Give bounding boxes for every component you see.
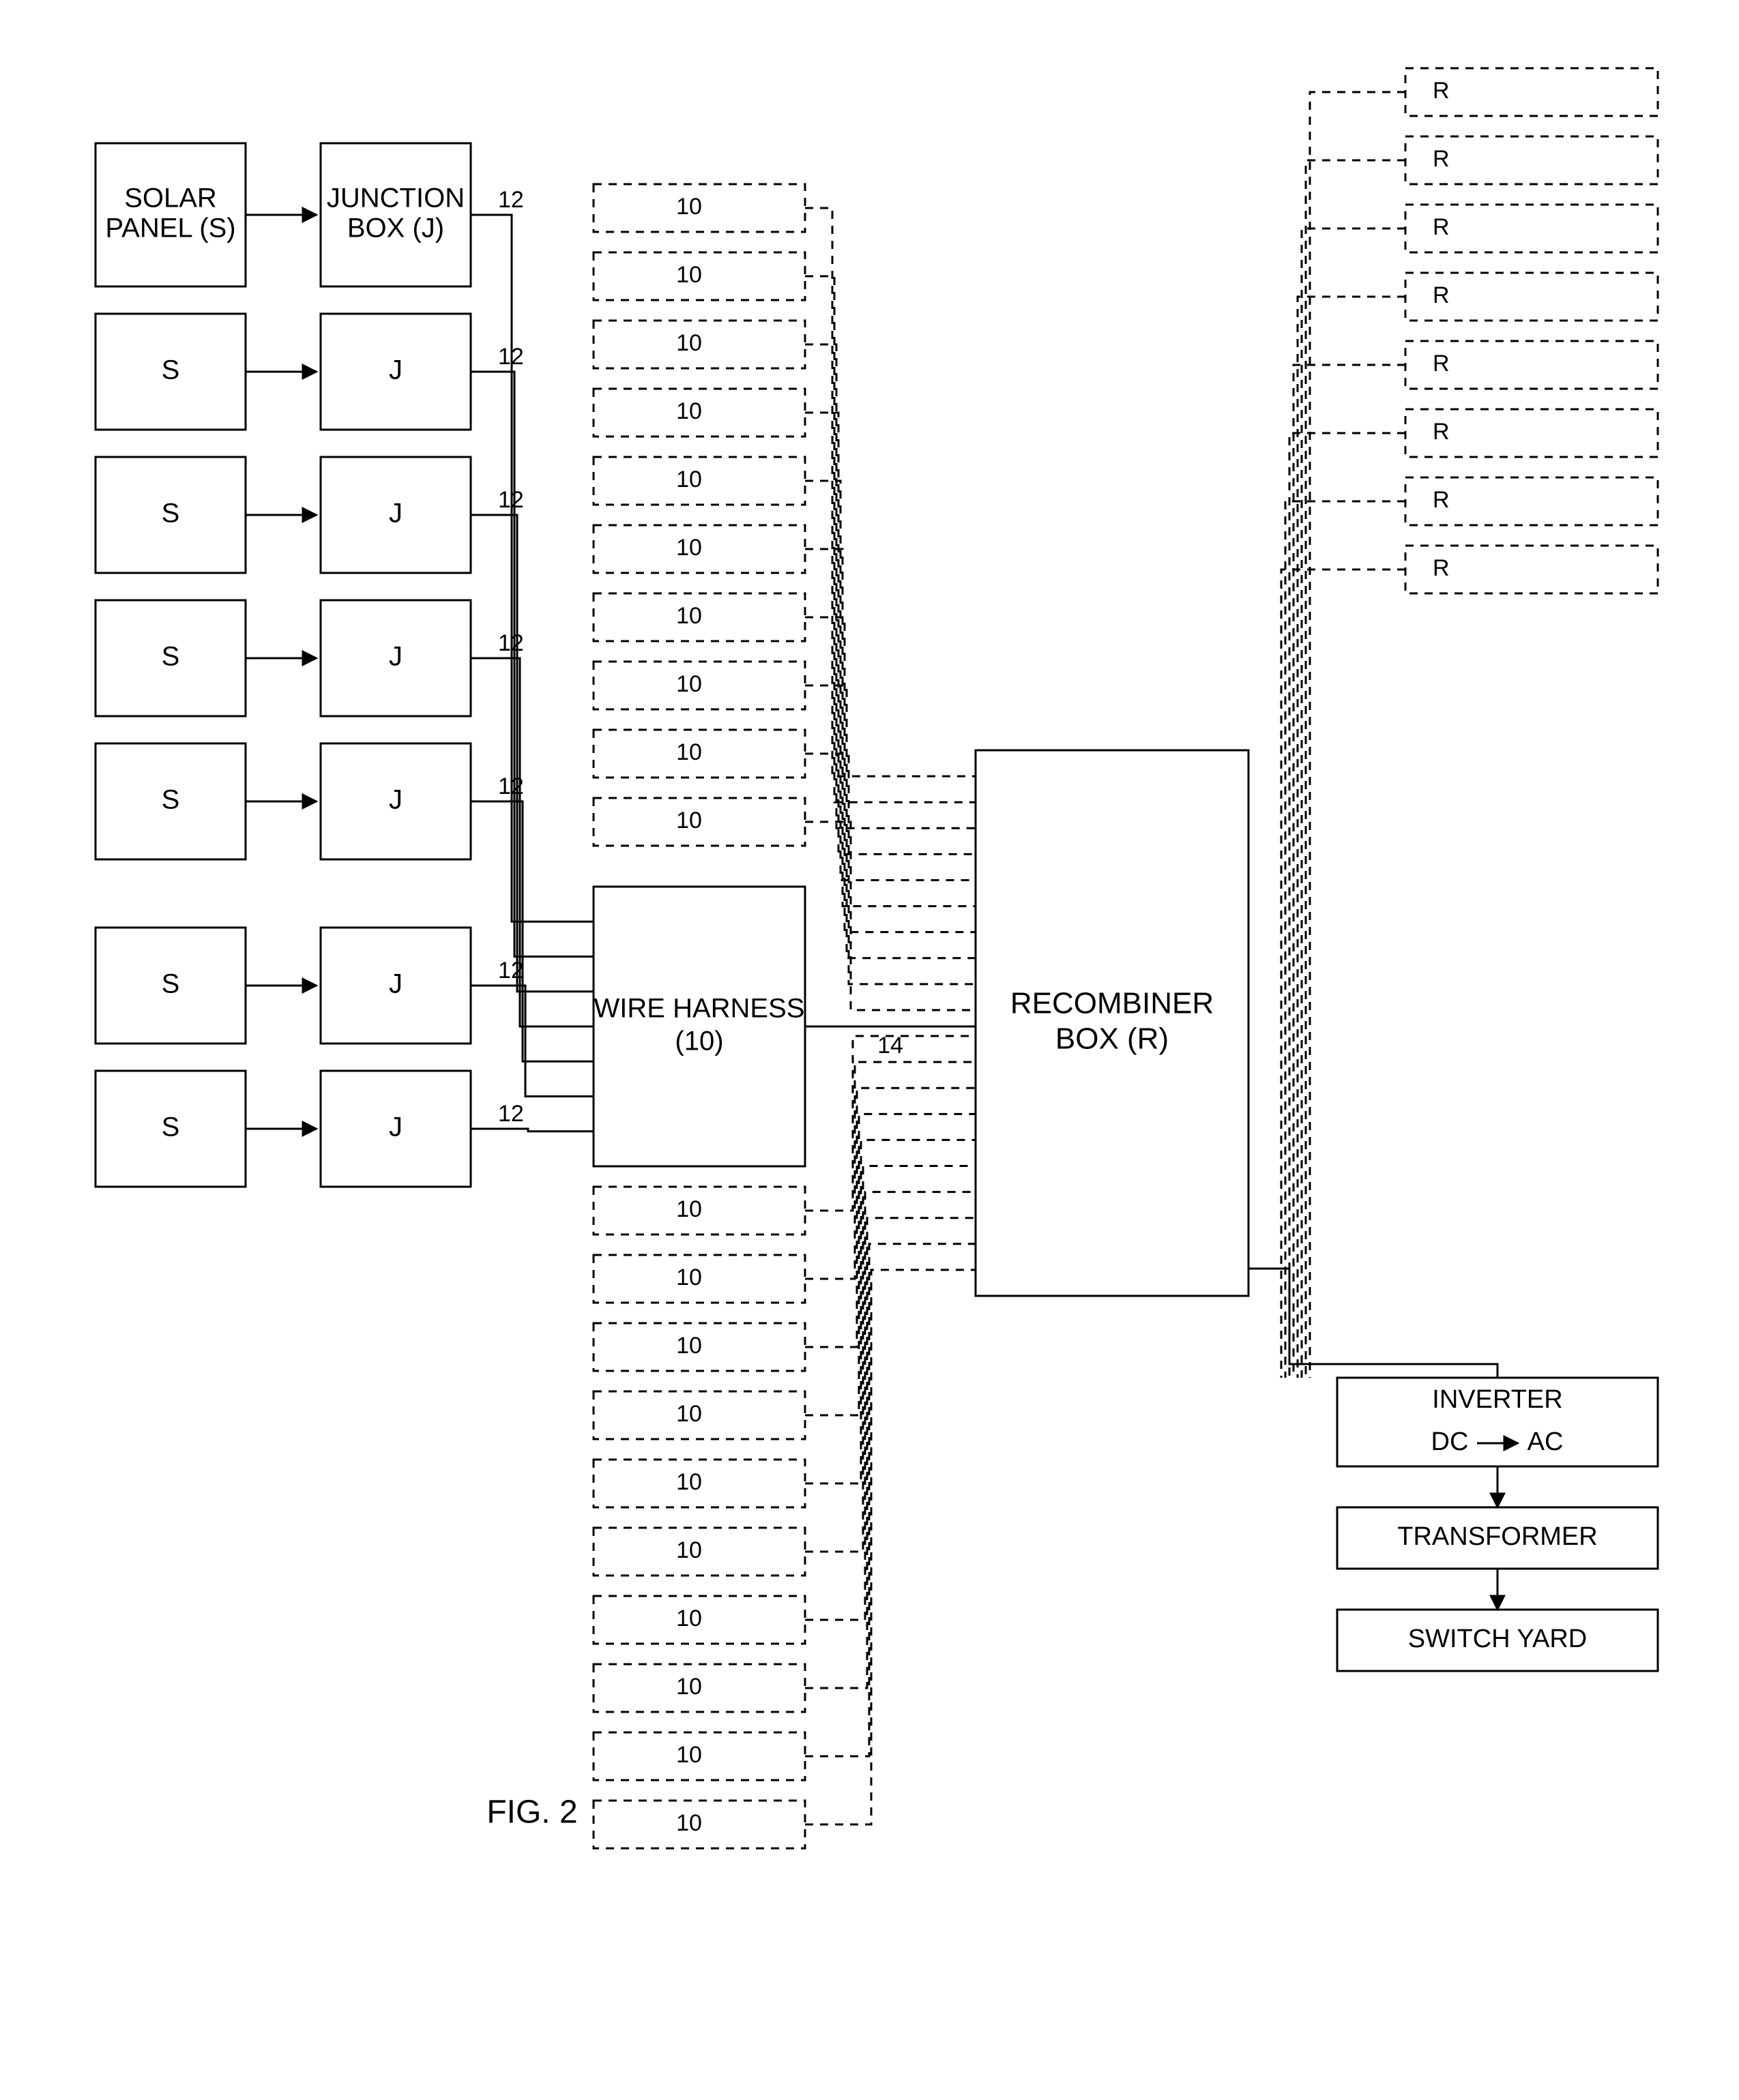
- switch-yard-label: SWITCH YARD: [1408, 1625, 1588, 1653]
- cable-12: [471, 372, 594, 957]
- wire-harness-ghost-label: 10: [676, 467, 702, 492]
- junction-box-label: J: [389, 969, 403, 999]
- recombiner-ghost-label: R: [1433, 555, 1450, 581]
- r-ghost-line: [1310, 92, 1405, 1378]
- ghost-to-recombiner: [805, 276, 976, 802]
- ghost-to-recombiner: [805, 1166, 976, 1552]
- solar-panel-label: PANEL (S): [105, 213, 235, 243]
- wire-harness-ghost-label: 10: [676, 1810, 702, 1836]
- wire-harness-ghost-label: 10: [676, 1333, 702, 1359]
- ghost-to-recombiner: [805, 1218, 976, 1688]
- wire-harness-ghost-label: 10: [676, 1606, 702, 1631]
- wire-harness-ghost-label: 10: [676, 739, 702, 765]
- inverter-ac-label: AC: [1528, 1428, 1564, 1456]
- cable-12-label: 12: [498, 487, 524, 513]
- ghost-to-recombiner: [805, 1062, 976, 1279]
- wire-harness-ghost-label: 10: [676, 603, 702, 629]
- junction-box-label: J: [389, 642, 403, 672]
- ghost-to-recombiner: [805, 344, 976, 828]
- solar-panel-label: SOLAR: [124, 183, 217, 213]
- cable-12-label: 12: [498, 344, 524, 370]
- junction-box-label: J: [389, 785, 403, 815]
- wire-harness-ghost-label: 10: [676, 1742, 702, 1768]
- ghost-to-recombiner: [805, 1192, 976, 1620]
- wire-harness-ghost-label: 10: [676, 1401, 702, 1427]
- wire-harness-ghost-label: 10: [676, 262, 702, 288]
- wire-harness-ghost-label: 10: [676, 1469, 702, 1495]
- ghost-to-recombiner: [805, 1114, 976, 1415]
- inverter-label: INVERTER: [1432, 1385, 1562, 1414]
- recombiner-ghost-label: R: [1433, 351, 1450, 376]
- cable-12: [471, 1129, 594, 1132]
- solar-system-block-diagram: SOLARPANEL (S) JUNCTIONBOX (J) S J S J S J S J S J S…: [0, 0, 1739, 2097]
- recombiner-ghost-label: R: [1433, 419, 1450, 445]
- cable-12: [471, 801, 594, 1061]
- junction-box-label: J: [389, 499, 403, 529]
- inverter-dc-label: DC: [1431, 1428, 1469, 1456]
- wire-harness-ghost-label: 10: [676, 808, 702, 833]
- solar-panel-label: S: [162, 355, 180, 385]
- wire-harness-ghost-label: 10: [676, 398, 702, 424]
- wire-harness-label: WIRE HARNESS: [594, 994, 805, 1024]
- wire-harness-ghost-label: 10: [676, 671, 702, 697]
- r-ghost-line: [1306, 160, 1405, 1378]
- r-ghost-line: [1281, 570, 1405, 1378]
- recombiner-label: BOX (R): [1055, 1022, 1169, 1056]
- wire-harness-ghost-label: 10: [676, 330, 702, 356]
- ghost-to-recombiner: [805, 754, 976, 984]
- solar-panel-label: S: [162, 1112, 180, 1142]
- junction-box-label: J: [389, 355, 403, 385]
- r-ghost-line: [1302, 228, 1405, 1378]
- solar-panel-label: S: [162, 642, 180, 672]
- wire-harness-ghost-label: 10: [676, 1674, 702, 1700]
- junction-box-label: BOX (J): [347, 213, 444, 243]
- recombiner-ghost-label: R: [1433, 78, 1450, 104]
- ghost-to-recombiner: [805, 549, 976, 906]
- r-ghost-line: [1298, 297, 1405, 1378]
- wire-harness-ghost-label: 10: [676, 1196, 702, 1222]
- transformer-label: TRANSFORMER: [1397, 1522, 1597, 1551]
- cable-12: [471, 658, 594, 1026]
- ghost-to-recombiner: [805, 481, 976, 880]
- cable-12: [471, 986, 594, 1097]
- wire-harness-label: (10): [675, 1026, 723, 1056]
- cable-12-label: 12: [498, 630, 524, 656]
- ghost-to-recombiner: [805, 208, 976, 776]
- solar-panel-label: S: [162, 499, 180, 529]
- cable-12-label: 12: [498, 187, 524, 213]
- junction-box-label: JUNCTION: [327, 183, 465, 213]
- ghost-to-recombiner: [805, 1270, 976, 1824]
- cable-12: [471, 215, 594, 921]
- recombiner-ghost-label: R: [1433, 214, 1450, 240]
- wire-harness-ghost-label: 10: [676, 194, 702, 220]
- junction-box-label: J: [389, 1112, 403, 1142]
- r-ghost-line: [1285, 501, 1405, 1378]
- cable-12: [471, 515, 594, 992]
- cable-12-label: 12: [498, 773, 524, 799]
- recombiner-label: RECOMBINER: [1010, 987, 1214, 1020]
- wire-harness-ghost-label: 10: [676, 1265, 702, 1290]
- solar-panel-label: S: [162, 969, 180, 999]
- recombiner-ghost-label: R: [1433, 487, 1450, 513]
- cable-12-label: 12: [498, 1101, 524, 1127]
- ghost-to-recombiner: [805, 685, 976, 958]
- ghost-to-recombiner: [805, 822, 976, 1010]
- ghost-to-recombiner: [805, 617, 976, 932]
- wire-harness-ghost-label: 10: [676, 535, 702, 561]
- ghost-to-recombiner: [805, 413, 976, 854]
- cable-12-label: 12: [498, 958, 524, 984]
- figure-label: FIG. 2: [486, 1794, 577, 1831]
- solar-panel-label: S: [162, 785, 180, 815]
- recombiner-ghost-label: R: [1433, 146, 1450, 172]
- wire-harness-ghost-label: 10: [676, 1537, 702, 1563]
- ghost-to-recombiner: [805, 1244, 976, 1756]
- recombiner-ghost-label: R: [1433, 282, 1450, 308]
